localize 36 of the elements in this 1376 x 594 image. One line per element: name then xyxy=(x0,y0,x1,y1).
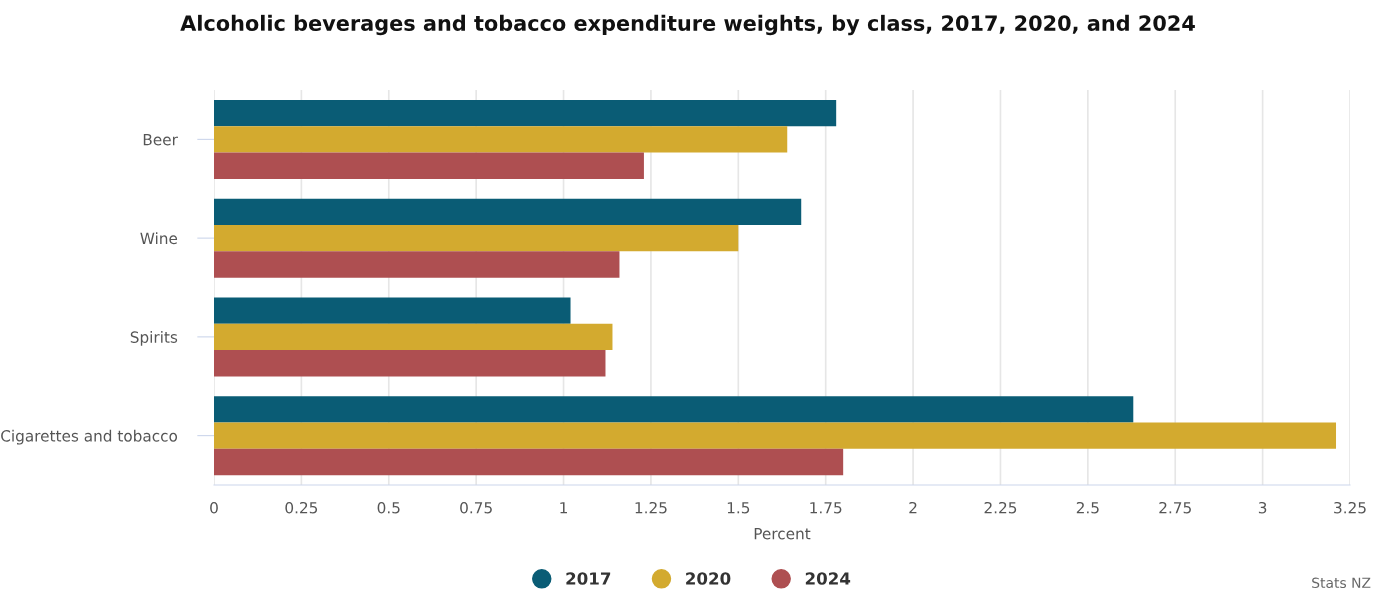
bar xyxy=(214,126,788,153)
x-tick-label: 1 xyxy=(560,502,567,514)
x-tick-label: 1.5 xyxy=(727,502,750,514)
x-tick-label: 1.25 xyxy=(635,501,667,514)
x-tick-label: 3 xyxy=(1258,501,1267,514)
x-tick-label: 2.5 xyxy=(1076,501,1099,514)
text: Stats NZ xyxy=(1312,577,1371,589)
x-tick-label: 0.5 xyxy=(377,501,400,514)
x-tick-label: 2.75 xyxy=(1159,501,1191,514)
y-tick-label: Beer xyxy=(143,134,178,146)
x-tick-label: 2.25 xyxy=(984,501,1017,514)
bar xyxy=(214,251,620,278)
y-tick-label: Cigarettes and tobacco xyxy=(1,429,178,445)
x-tick-label: 1.75 xyxy=(810,502,842,514)
x-tick-label: 3.25 xyxy=(1334,501,1366,514)
legend-label: 2017 xyxy=(566,572,611,585)
bar xyxy=(214,99,837,127)
bar xyxy=(214,422,1337,449)
bar xyxy=(214,323,613,351)
chart-title: Alcoholic beverages and tobacco expenditure weights, by class, 2017, 2020, and 2024 xyxy=(180,14,1195,36)
y-tick-label: Wine xyxy=(140,232,178,245)
x-tick-label: 2 xyxy=(909,501,917,514)
bar xyxy=(214,448,844,476)
legend-label: 2020 xyxy=(686,572,731,585)
bar xyxy=(214,198,802,225)
x-tick-label: 0.25 xyxy=(285,501,318,514)
bar xyxy=(214,224,739,252)
x-tick-label: 0.75 xyxy=(460,501,492,514)
bar xyxy=(214,350,606,377)
x-tick-label: 0 xyxy=(210,501,218,514)
y-tick-label: Spirits xyxy=(130,331,178,346)
bar xyxy=(214,396,1134,423)
bar xyxy=(214,297,571,324)
x-axis-title: Percent xyxy=(754,528,811,540)
legend-label: 2024 xyxy=(805,572,851,585)
bar xyxy=(214,152,644,179)
